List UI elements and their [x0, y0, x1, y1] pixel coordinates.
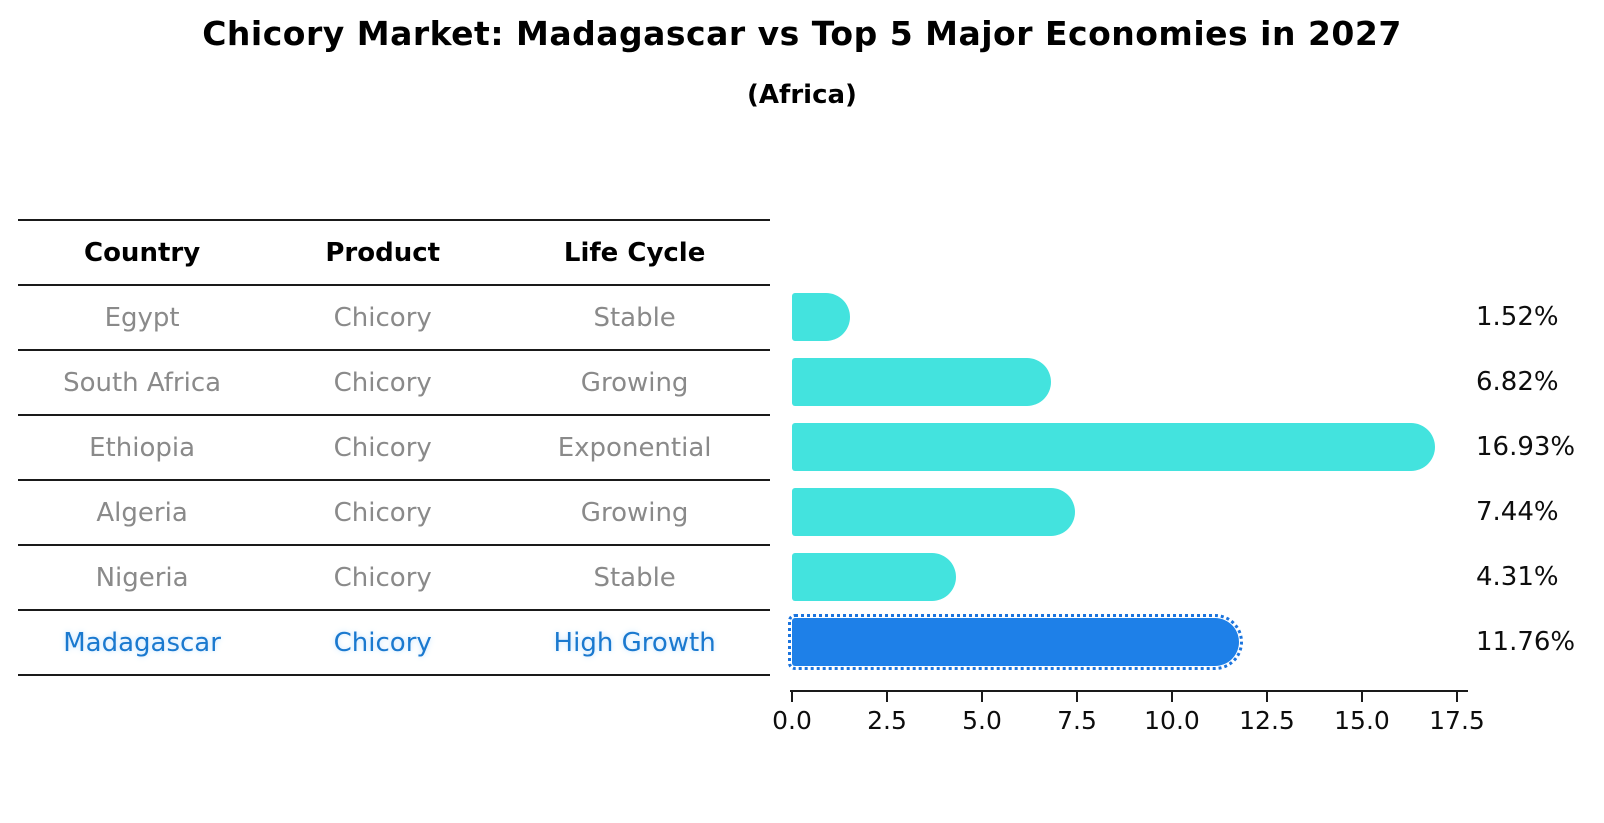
bar-value-label: 4.31% [1476, 561, 1559, 592]
country-cell: Algeria [96, 497, 188, 528]
product-cell: Chicory [333, 627, 432, 658]
product-cell: Chicory [333, 562, 432, 593]
x-tick-label: 17.5 [1429, 706, 1485, 735]
bar-value-label: 6.82% [1476, 366, 1559, 397]
x-tick-label: 0.0 [772, 706, 812, 735]
bar-value-label: 1.52% [1476, 301, 1559, 332]
x-tick-label: 2.5 [867, 706, 907, 735]
bar-value-label: 7.44% [1476, 496, 1559, 527]
country-cell: Egypt [104, 302, 180, 333]
x-tick-label: 15.0 [1334, 706, 1390, 735]
x-axis-tick [1076, 692, 1078, 702]
x-axis-line [790, 690, 1468, 692]
country-cell: South Africa [63, 367, 222, 398]
product-cell: Chicory [333, 497, 432, 528]
life-cycle-cell: Growing [580, 367, 689, 398]
chart-subtitle: (Africa) [747, 80, 857, 110]
bar-madagascar [788, 613, 1243, 670]
x-axis-tick [1171, 692, 1173, 702]
life-cycle-cell: Stable [593, 562, 676, 593]
chart-title: Chicory Market: Madagascar vs Top 5 Majo… [202, 14, 1402, 53]
x-tick-label: 12.5 [1239, 706, 1295, 735]
x-axis-tick [1266, 692, 1268, 702]
life-cycle-cell: Stable [593, 302, 676, 333]
column-header-country: Country [83, 237, 201, 268]
x-tick-label: 10.0 [1144, 706, 1200, 735]
country-cell: Nigeria [95, 562, 189, 593]
bar-nigeria [792, 552, 956, 601]
bar-south-africa [792, 357, 1052, 406]
table-row-nigeria: Nigeria Chicory Stable [18, 544, 770, 609]
x-axis-tick [791, 692, 793, 702]
life-cycle-cell: Exponential [557, 432, 712, 463]
country-table: Country Product Life Cycle Egypt Chicory… [18, 219, 770, 676]
life-cycle-cell: Growing [580, 497, 689, 528]
product-cell: Chicory [333, 367, 432, 398]
table-header-row: Country Product Life Cycle [18, 219, 770, 284]
country-cell: Madagascar [63, 627, 221, 658]
table-row-madagascar: Madagascar Chicory High Growth [18, 609, 770, 674]
bar-ethiopia [792, 422, 1436, 471]
table-row-algeria: Algeria Chicory Growing [18, 479, 770, 544]
life-cycle-cell: High Growth [553, 627, 716, 658]
product-cell: Chicory [333, 302, 432, 333]
table-row-south-africa: South Africa Chicory Growing [18, 349, 770, 414]
x-tick-label: 5.0 [962, 706, 1002, 735]
table-row-egypt: Egypt Chicory Stable [18, 284, 770, 349]
bar-egypt [792, 292, 850, 341]
bar-value-label: 11.76% [1476, 626, 1576, 657]
column-header-product: Product [325, 237, 441, 268]
product-cell: Chicory [333, 432, 432, 463]
bar-chart: 0.0 2.5 5.0 7.5 10.0 12.5 15.0 17.5 1.52… [772, 219, 1604, 799]
bar-value-label: 16.93% [1476, 431, 1576, 462]
x-tick-label: 7.5 [1057, 706, 1097, 735]
country-cell: Ethiopia [89, 432, 196, 463]
x-axis-tick [981, 692, 983, 702]
x-axis-tick [1361, 692, 1363, 702]
bar-algeria [792, 487, 1075, 536]
x-axis-tick [886, 692, 888, 702]
column-header-life-cycle: Life Cycle [563, 237, 706, 268]
table-row-ethiopia: Ethiopia Chicory Exponential [18, 414, 770, 479]
x-axis-tick [1456, 692, 1458, 702]
